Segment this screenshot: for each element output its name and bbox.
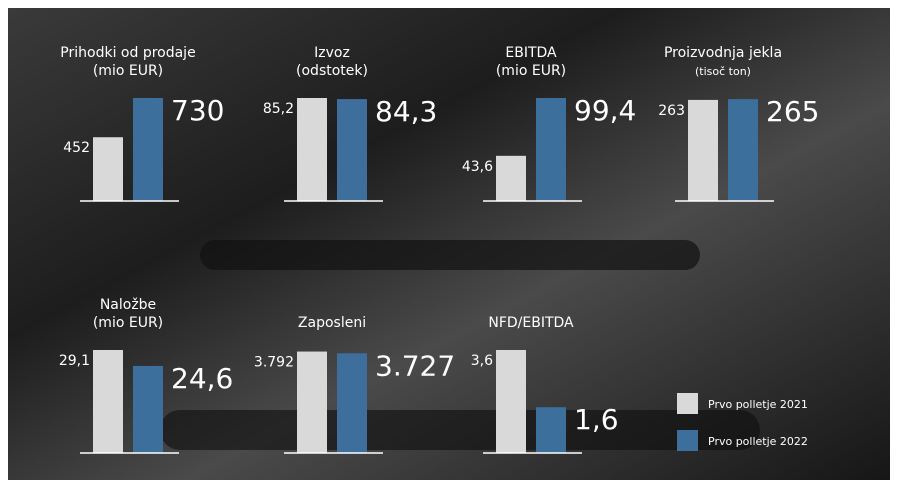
chart-title: Naložbe — [100, 297, 156, 313]
bar — [728, 99, 758, 201]
value-label: 24,6 — [171, 362, 233, 395]
bar — [496, 350, 526, 453]
background-stripe — [200, 240, 700, 270]
chart-title: NFD/EBITDA — [488, 315, 574, 331]
bar — [93, 137, 123, 201]
value-label: 99,4 — [574, 94, 636, 127]
chart-subtitle: (mio EUR) — [93, 63, 163, 79]
value-label: 265 — [766, 95, 819, 128]
chart-subtitle: (mio EUR) — [93, 315, 163, 331]
bar — [337, 353, 367, 453]
bar — [133, 98, 163, 201]
legend-label: Prvo polletje 2021 — [708, 398, 808, 411]
bar — [496, 155, 526, 201]
value-label: 85,2 — [263, 101, 294, 117]
value-label: 3.792 — [254, 355, 294, 371]
chart-title: Zaposleni — [298, 315, 366, 331]
bar — [536, 407, 566, 453]
bar — [337, 99, 367, 201]
bar — [536, 98, 566, 201]
chart-title: EBITDA — [505, 45, 557, 61]
chart-subtitle: (odstotek) — [296, 63, 368, 79]
value-label: 3,6 — [471, 353, 493, 369]
value-label: 29,1 — [59, 353, 90, 369]
bar — [297, 351, 327, 453]
bar — [297, 98, 327, 201]
legend-swatch — [677, 430, 698, 451]
chart-title: Izvoz — [314, 45, 350, 61]
value-label: 452 — [63, 140, 90, 156]
chart-title: Prihodki od prodaje — [60, 45, 195, 61]
bar — [93, 350, 123, 453]
chart-subtitle: (tisoč ton) — [695, 65, 751, 78]
bar — [133, 365, 163, 453]
bar — [688, 99, 718, 201]
value-label: 730 — [171, 94, 224, 127]
value-label: 84,3 — [375, 95, 437, 128]
value-label: 43,6 — [462, 159, 493, 175]
chart-title: Proizvodnja jekla — [664, 45, 782, 61]
value-label: 3.727 — [375, 349, 455, 382]
legend-swatch — [677, 393, 698, 414]
value-label: 263 — [658, 103, 685, 119]
value-label: 1,6 — [574, 403, 619, 436]
background-stripe — [160, 410, 760, 450]
chart-subtitle: (mio EUR) — [496, 63, 566, 79]
legend-label: Prvo polletje 2022 — [708, 435, 808, 448]
